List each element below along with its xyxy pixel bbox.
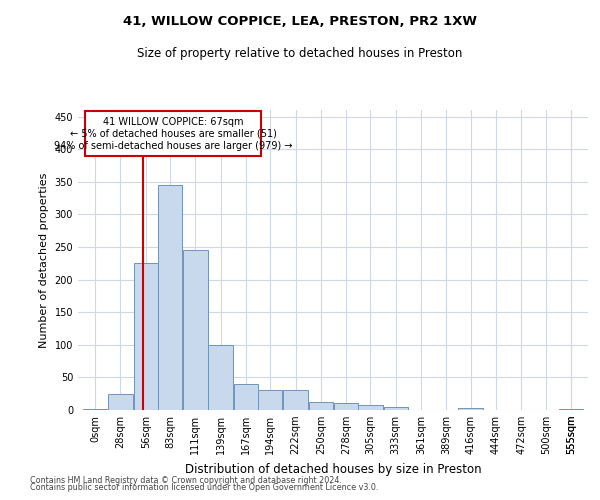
FancyBboxPatch shape [85, 112, 261, 156]
X-axis label: Distribution of detached houses by size in Preston: Distribution of detached houses by size … [185, 462, 481, 475]
Text: Contains public sector information licensed under the Open Government Licence v3: Contains public sector information licen… [30, 484, 379, 492]
Y-axis label: Number of detached properties: Number of detached properties [39, 172, 49, 348]
Bar [108, 394, 133, 410]
Bar [258, 390, 283, 410]
Bar [559, 408, 583, 410]
Bar [208, 345, 233, 410]
Text: Contains HM Land Registry data © Crown copyright and database right 2024.: Contains HM Land Registry data © Crown c… [30, 476, 342, 485]
Bar [183, 250, 208, 410]
Bar [234, 384, 258, 410]
Bar [383, 406, 408, 410]
Text: 41 WILLOW COPPICE: 67sqm: 41 WILLOW COPPICE: 67sqm [103, 117, 244, 127]
Bar [83, 408, 107, 410]
Bar [334, 404, 358, 410]
Text: 41, WILLOW COPPICE, LEA, PRESTON, PR2 1XW: 41, WILLOW COPPICE, LEA, PRESTON, PR2 1X… [123, 15, 477, 28]
Bar [134, 264, 158, 410]
Text: ← 5% of detached houses are smaller (51): ← 5% of detached houses are smaller (51) [70, 129, 277, 139]
Bar [158, 185, 182, 410]
Text: Size of property relative to detached houses in Preston: Size of property relative to detached ho… [137, 48, 463, 60]
Text: 94% of semi-detached houses are larger (979) →: 94% of semi-detached houses are larger (… [54, 140, 292, 150]
Bar [283, 390, 308, 410]
Bar [308, 402, 333, 410]
Bar [358, 406, 383, 410]
Bar [458, 408, 483, 410]
